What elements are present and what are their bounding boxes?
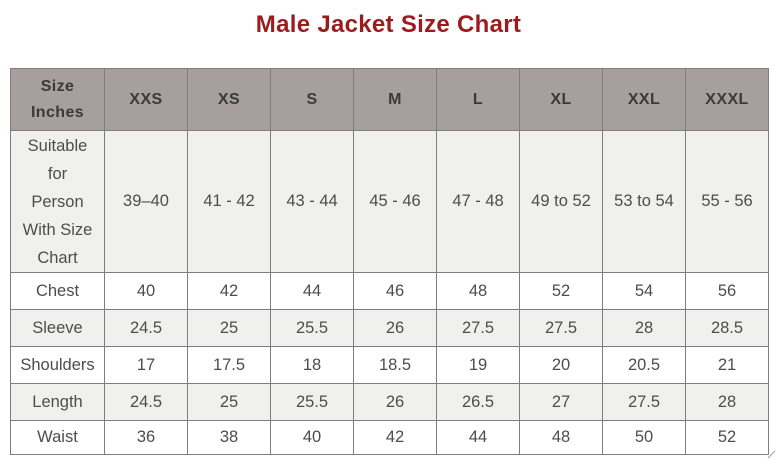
size-value-cell: 21	[685, 346, 769, 384]
size-value-cell: 27	[519, 383, 603, 421]
size-value-cell: 56	[685, 272, 769, 310]
size-value-cell: 48	[519, 420, 603, 455]
size-value-cell: 28.5	[685, 309, 769, 347]
size-value-cell: 18.5	[353, 346, 437, 384]
size-value-cell: 40	[104, 272, 188, 310]
column-header-s: S	[270, 68, 354, 131]
size-value-cell: 50	[602, 420, 686, 455]
table-body: Suitable for Person With Size Chart 39–40…	[10, 130, 769, 455]
column-header-xxs: XXS	[104, 68, 188, 131]
size-value-cell: 26.5	[436, 383, 520, 421]
size-value-cell: 38	[187, 420, 271, 455]
table-row: Shoulders 17 17.5 18 18.5 19 20 20.5 21	[10, 346, 769, 384]
size-value-cell: 27.5	[602, 383, 686, 421]
column-header-size-inches: Size Inches	[10, 68, 105, 131]
size-value-cell: 47 - 48	[436, 130, 520, 273]
size-value-cell: 40	[270, 420, 354, 455]
size-value-cell: 28	[685, 383, 769, 421]
size-value-cell: 17.5	[187, 346, 271, 384]
size-value-cell: 26	[353, 309, 437, 347]
table-row: Suitable for Person With Size Chart 39–40…	[10, 130, 769, 273]
size-value-cell: 28	[602, 309, 686, 347]
column-header-xs: XS	[187, 68, 271, 131]
size-value-cell: 18	[270, 346, 354, 384]
size-value-cell: 46	[353, 272, 437, 310]
row-label: Length	[10, 383, 105, 421]
size-value-cell: 24.5	[104, 309, 188, 347]
size-value-cell: 25	[187, 383, 271, 421]
size-value-cell: 49 to 52	[519, 130, 603, 273]
table-row: Length 24.5 25 25.5 26 26.5 27 27.5 28	[10, 383, 769, 421]
column-header-l: L	[436, 68, 520, 131]
header-row: Size Inches XXS XS S M L XL XXL XXXL	[10, 68, 769, 131]
size-value-cell: 27.5	[436, 309, 520, 347]
size-value-cell: 26	[353, 383, 437, 421]
size-value-cell: 25.5	[270, 309, 354, 347]
row-label: Suitable for Person With Size Chart	[10, 130, 105, 273]
size-value-cell: 24.5	[104, 383, 188, 421]
size-value-cell: 45 - 46	[353, 130, 437, 273]
size-value-cell: 20	[519, 346, 603, 384]
size-value-cell: 36	[104, 420, 188, 455]
size-value-cell: 44	[270, 272, 354, 310]
size-value-cell: 53 to 54	[602, 130, 686, 273]
size-value-cell: 54	[602, 272, 686, 310]
size-value-cell: 39–40	[104, 130, 188, 273]
size-value-cell: 52	[519, 272, 603, 310]
table-row: Sleeve 24.5 25 25.5 26 27.5 27.5 28 28.5	[10, 309, 769, 347]
row-label: Sleeve	[10, 309, 105, 347]
page-title: Male Jacket Size Chart	[255, 11, 522, 38]
size-value-cell: 42	[353, 420, 437, 455]
table-row: Waist 36 38 40 42 44 48 50 52	[10, 420, 769, 455]
row-label: Chest	[10, 272, 105, 310]
size-value-cell: 42	[187, 272, 271, 310]
column-header-m: M	[353, 68, 437, 131]
size-value-cell: 17	[104, 346, 188, 384]
size-value-cell: 41 - 42	[187, 130, 271, 273]
size-value-cell: 19	[436, 346, 520, 384]
size-value-cell: 25	[187, 309, 271, 347]
column-header-xl: XL	[519, 68, 603, 131]
size-value-cell: 43 - 44	[270, 130, 354, 273]
size-value-cell: 55 - 56	[685, 130, 769, 273]
size-value-cell: 44	[436, 420, 520, 455]
table-row: Chest 40 42 44 46 48 52 54 56	[10, 272, 769, 310]
column-header-xxxl: XXXL	[685, 68, 769, 131]
row-label: Shoulders	[10, 346, 105, 384]
row-label: Waist	[10, 420, 105, 455]
size-value-cell: 52	[685, 420, 769, 455]
size-value-cell: 27.5	[519, 309, 603, 347]
size-chart-table: Size Inches XXS XS S M L XL XXL XXXL Suitable fo…	[10, 68, 769, 455]
size-value-cell: 20.5	[602, 346, 686, 384]
size-value-cell: 25.5	[270, 383, 354, 421]
column-header-xxl: XXL	[602, 68, 686, 131]
size-value-cell: 48	[436, 272, 520, 310]
